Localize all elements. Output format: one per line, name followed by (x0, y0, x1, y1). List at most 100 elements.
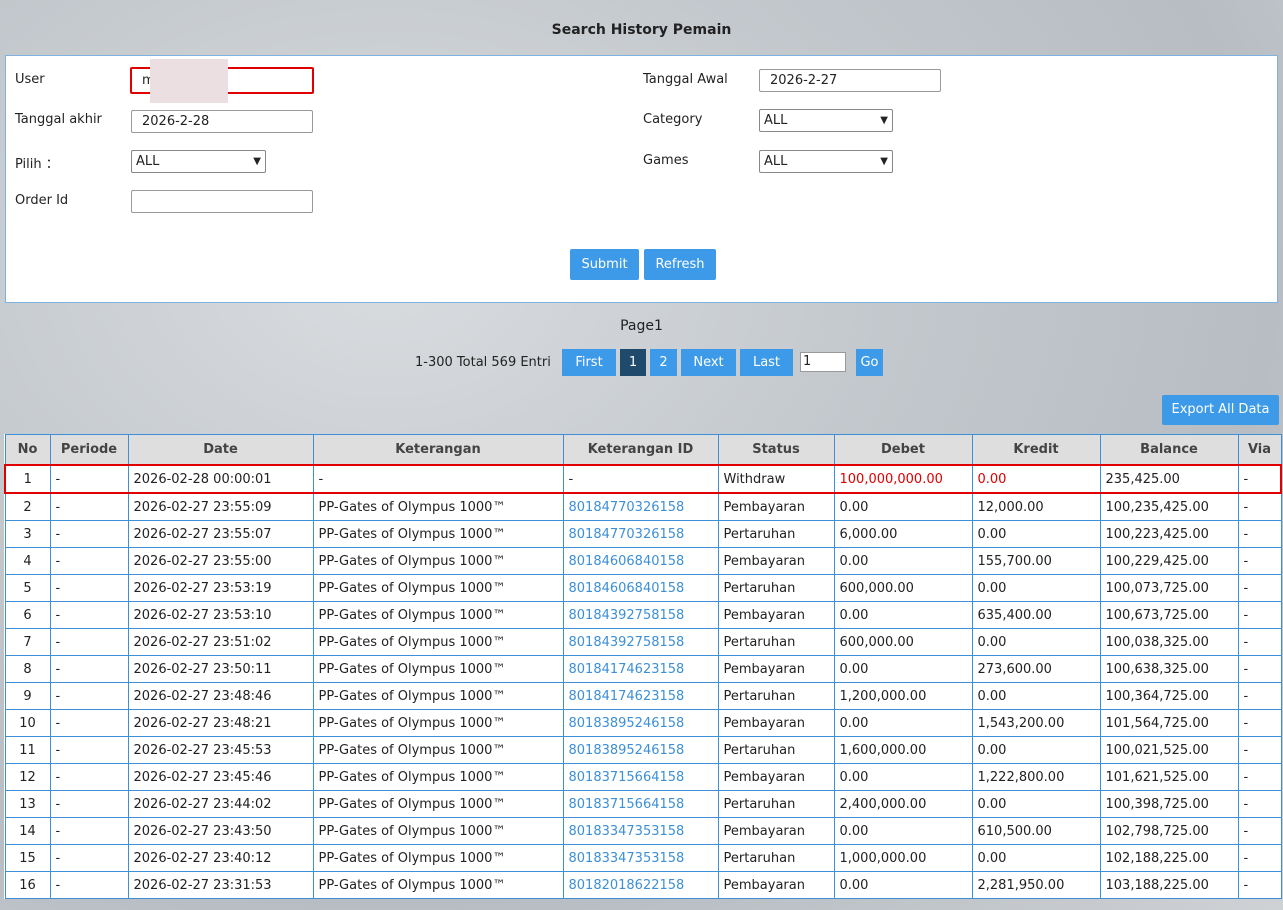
cell-no: 15 (4, 844, 51, 872)
cell-debet: 0.00 (833, 763, 973, 791)
cell-status: Pertaruhan (717, 520, 835, 548)
cell-keterangan: PP-Gates of Olympus 1000™ (312, 763, 564, 791)
cell-status: Pembayaran (717, 763, 835, 791)
cell-balance: 100,364,725.00 (1099, 682, 1239, 710)
games-select[interactable]: ALL ▼ (759, 150, 893, 173)
cell-date: 2026-02-27 23:48:21 (127, 709, 314, 737)
cell-kredit: 273,600.00 (971, 655, 1101, 683)
page-2-button[interactable]: 2 (650, 349, 677, 376)
redacted-blur (150, 59, 228, 103)
cell-keterangan: PP-Gates of Olympus 1000™ (312, 871, 564, 899)
cell-periode: - (49, 763, 129, 791)
cell-keterangan-id[interactable]: 80184392758158 (562, 601, 719, 629)
cell-periode: - (49, 628, 129, 656)
table-row: 5-2026-02-27 23:53:19 PP-Gates of Olympus… (4, 574, 1282, 602)
cell-balance: 100,038,325.00 (1099, 628, 1239, 656)
cell-keterangan-id[interactable]: 80184770326158 (562, 492, 719, 521)
cell-no: 1 (4, 464, 51, 494)
cell-via: - (1237, 763, 1282, 791)
cell-keterangan-id[interactable]: 80184770326158 (562, 520, 719, 548)
go-button[interactable]: Go (856, 349, 883, 376)
cell-debet: 0.00 (833, 492, 973, 521)
submit-button[interactable]: Submit (570, 249, 639, 280)
cell-kredit: 635,400.00 (971, 601, 1101, 629)
category-select[interactable]: ALL ▼ (759, 109, 893, 132)
cell-keterangan-id[interactable]: 80184392758158 (562, 628, 719, 656)
cell-keterangan-id[interactable]: 80183347353158 (562, 844, 719, 872)
refresh-button[interactable]: Refresh (644, 249, 716, 280)
cell-keterangan: PP-Gates of Olympus 1000™ (312, 844, 564, 872)
cell-debet: 2,400,000.00 (833, 790, 973, 818)
cell-balance: 100,638,325.00 (1099, 655, 1239, 683)
order-id-input[interactable] (131, 190, 313, 213)
cell-date: 2026-02-27 23:55:09 (127, 492, 314, 521)
cell-status: Pembayaran (717, 547, 835, 575)
tanggal-akhir-input[interactable]: 2026-2-28 (131, 110, 313, 133)
cell-debet: 6,000.00 (833, 520, 973, 548)
cell-debet: 1,000,000.00 (833, 844, 973, 872)
cell-date: 2026-02-27 23:43:50 (127, 817, 314, 845)
table-row: 14-2026-02-27 23:43:50 PP-Gates of Olympu… (4, 817, 1282, 845)
cell-periode: - (49, 547, 129, 575)
cell-keterangan-id[interactable]: 80184174623158 (562, 655, 719, 683)
page-1-button[interactable]: 1 (620, 349, 646, 376)
cell-keterangan: PP-Gates of Olympus 1000™ (312, 709, 564, 737)
cell-periode: - (49, 464, 129, 494)
cell-keterangan-id[interactable]: 80182018622158 (562, 871, 719, 899)
user-label: User (15, 72, 45, 87)
table-row: 3-2026-02-27 23:55:07 PP-Gates of Olympus… (4, 520, 1282, 548)
cell-balance: 100,223,425.00 (1099, 520, 1239, 548)
cell-keterangan-id[interactable]: 80183715664158 (562, 790, 719, 818)
cell-periode: - (49, 655, 129, 683)
cell-balance: 102,798,725.00 (1099, 817, 1239, 845)
cell-keterangan-id[interactable]: 80184606840158 (562, 574, 719, 602)
cell-via: - (1237, 574, 1282, 602)
cell-no: 14 (4, 817, 51, 845)
cell-status: Pembayaran (717, 709, 835, 737)
cell-periode: - (49, 601, 129, 629)
page-indicator: Page1 (620, 318, 663, 334)
cell-no: 3 (4, 520, 51, 548)
export-all-data-button[interactable]: Export All Data (1162, 395, 1279, 425)
table-row: 16-2026-02-27 23:31:53 PP-Gates of Olympu… (4, 871, 1282, 899)
cell-status: Pembayaran (717, 655, 835, 683)
cell-keterangan: PP-Gates of Olympus 1000™ (312, 790, 564, 818)
cell-kredit: 155,700.00 (971, 547, 1101, 575)
cell-keterangan: PP-Gates of Olympus 1000™ (312, 736, 564, 764)
table-row: 1-2026-02-28 00:00:01- - Withdraw 100,000,0… (4, 464, 1282, 494)
cell-keterangan-id[interactable]: 80184606840158 (562, 547, 719, 575)
cell-keterangan-id[interactable]: 80183895246158 (562, 709, 719, 737)
cell-debet: 0.00 (833, 871, 973, 899)
cell-periode: - (49, 682, 129, 710)
pilih-label: Pilih ： (15, 157, 59, 172)
games-label: Games (643, 153, 689, 168)
last-page-button[interactable]: Last (740, 349, 793, 376)
pilih-select[interactable]: ALL ▼ (131, 150, 266, 173)
entries-count: 1-300 Total 569 Entri (415, 355, 551, 370)
cell-via: - (1237, 464, 1282, 494)
column-header-balance: Balance (1099, 434, 1239, 466)
cell-status: Pembayaran (717, 817, 835, 845)
cell-status: Pembayaran (717, 601, 835, 629)
table-row: 4-2026-02-27 23:55:00 PP-Gates of Olympus… (4, 547, 1282, 575)
cell-via: - (1237, 655, 1282, 683)
first-page-button[interactable]: First (562, 349, 616, 376)
table-row: 9-2026-02-27 23:48:46 PP-Gates of Olympus… (4, 682, 1282, 710)
cell-keterangan-id[interactable]: 80183895246158 (562, 736, 719, 764)
tanggal-awal-input[interactable]: 2026-2-27 (759, 69, 941, 92)
go-page-input[interactable]: 1 (800, 352, 846, 372)
column-header-debet: Debet (833, 434, 973, 466)
cell-via: - (1237, 547, 1282, 575)
column-header-no: No (4, 434, 51, 466)
cell-keterangan-id[interactable]: 80183347353158 (562, 817, 719, 845)
cell-periode: - (49, 520, 129, 548)
cell-keterangan-id[interactable]: 80184174623158 (562, 682, 719, 710)
cell-kredit: 1,543,200.00 (971, 709, 1101, 737)
cell-periode: - (49, 574, 129, 602)
cell-periode: - (49, 790, 129, 818)
next-page-button[interactable]: Next (681, 349, 736, 376)
cell-keterangan-id[interactable]: 80183715664158 (562, 763, 719, 791)
cell-kredit: 0.00 (971, 736, 1101, 764)
page-title: Search History Pemain (551, 22, 732, 38)
cell-no: 10 (4, 709, 51, 737)
